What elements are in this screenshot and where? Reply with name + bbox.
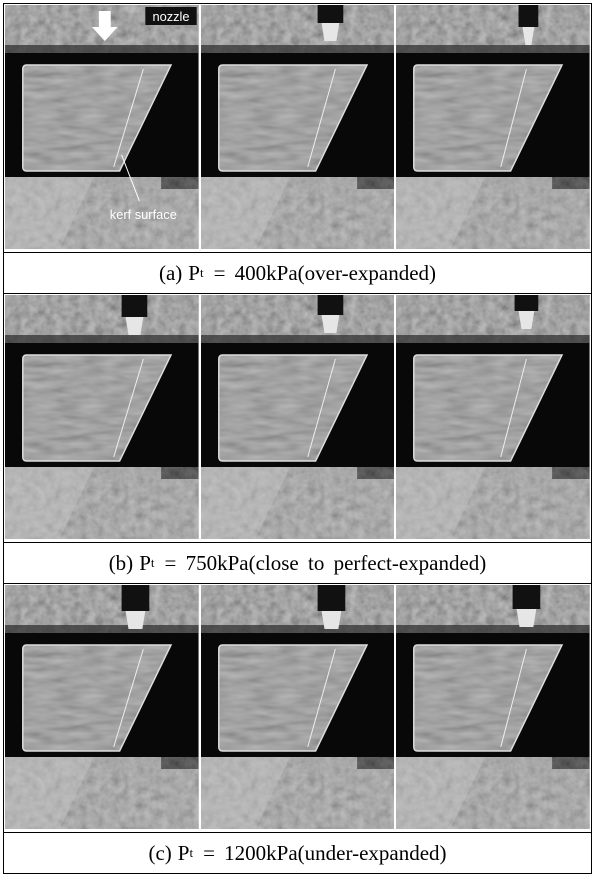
caption-subscript: t: [151, 555, 155, 571]
image-cell: [396, 5, 590, 249]
image-cell: [396, 585, 590, 829]
caption-variable: P: [188, 261, 200, 286]
kerf-label: kerf surface: [110, 207, 177, 222]
image-row: [4, 584, 591, 832]
caption-label: (b): [109, 551, 134, 576]
photo: [5, 585, 199, 829]
caption-variable: P: [178, 841, 190, 866]
image-cell: [201, 5, 395, 249]
jet: [126, 611, 146, 629]
nozzle-label: nozzle: [152, 9, 189, 24]
photo: [201, 295, 395, 539]
nozzle: [317, 5, 343, 23]
nozzle: [317, 585, 345, 611]
nozzle: [513, 585, 541, 609]
photo-frame: [396, 295, 590, 539]
nozzle: [515, 295, 539, 311]
caption-subscript: t: [200, 265, 204, 281]
image-cell: nozzle kerf surface: [5, 5, 199, 249]
image-row: [4, 294, 591, 542]
photo: [396, 585, 590, 829]
nozzle: [122, 585, 150, 611]
photo: [396, 295, 590, 539]
photo-frame: [396, 5, 590, 249]
photo-frame: [201, 5, 395, 249]
caption-text: = 1200kPa(under-expanded): [203, 841, 446, 866]
image-cell: [396, 295, 590, 539]
photo: nozzle kerf surface: [5, 5, 199, 249]
nozzle: [519, 5, 539, 27]
image-cell: [5, 585, 199, 829]
jet: [321, 315, 339, 333]
photo: [201, 585, 395, 829]
caption-subscript: t: [189, 845, 193, 861]
photo-frame: [5, 585, 199, 829]
photo-frame: [5, 295, 199, 539]
photo: [201, 5, 395, 249]
caption-text: = 750kPa(close to perfect-expanded): [165, 551, 487, 576]
photo: [5, 295, 199, 539]
nozzle: [122, 295, 148, 317]
image-cell: [201, 585, 395, 829]
caption-variable: P: [139, 551, 151, 576]
photo-frame: [396, 585, 590, 829]
photo-frame: [201, 585, 395, 829]
jet: [321, 611, 341, 629]
page: nozzle kerf surface (a) Pt = 400kPa(over-exp…: [0, 0, 595, 880]
photo-frame: [201, 295, 395, 539]
jet: [517, 609, 537, 627]
caption-label: (a): [159, 261, 182, 286]
image-cell: [5, 295, 199, 539]
nozzle: [317, 295, 343, 315]
caption-text: = 400kPa(over-expanded): [214, 261, 436, 286]
image-row: nozzle kerf surface: [4, 4, 591, 252]
image-cell: [201, 295, 395, 539]
caption-label: (c): [148, 841, 171, 866]
jet: [126, 317, 144, 335]
jet: [321, 23, 339, 41]
photo: [396, 5, 590, 249]
